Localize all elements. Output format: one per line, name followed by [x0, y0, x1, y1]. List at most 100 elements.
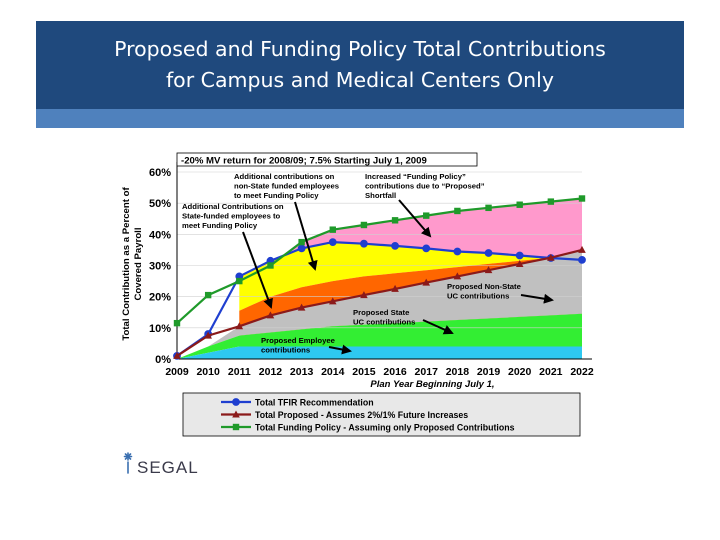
x-tick-label: 2022 — [570, 366, 594, 378]
proposed-point — [297, 303, 306, 311]
x-tick-label: 2020 — [508, 366, 532, 378]
additional-nonstate-area — [239, 242, 583, 311]
x-tick-label: 2017 — [415, 366, 439, 378]
tfir-point — [328, 238, 337, 247]
x-tick-label: 2021 — [539, 366, 563, 378]
chart-title-box — [176, 152, 478, 167]
tfir-point — [578, 255, 586, 264]
funding-policy-point — [298, 238, 305, 246]
legend-label-proposed: Total Proposed - Assumes 2%/1% Future In… — [255, 410, 468, 420]
annotation-arrow — [398, 199, 432, 238]
y-tick-label: 60% — [149, 167, 171, 179]
legend-marker-tfir — [232, 398, 240, 406]
x-tick-label: 2012 — [259, 366, 283, 378]
legend-marker-proposed — [232, 410, 240, 418]
x-tick-label: 2014 — [321, 366, 345, 378]
proposed-point — [173, 351, 181, 359]
x-tick-label: 2018 — [446, 366, 470, 378]
funding-policy-point — [173, 319, 181, 327]
annotation-text: State-funded employees to — [182, 212, 281, 221]
x-tick-label: 2016 — [383, 366, 407, 378]
y-tick-label: 40% — [149, 229, 171, 241]
legend-label-funding-policy: Total Funding Policy - Assuming only Pro… — [255, 423, 515, 433]
annotation-arrow — [328, 344, 352, 355]
y-tick-label: 10% — [149, 323, 171, 335]
slide-title: Proposed and Funding Policy Total Contri… — [36, 34, 684, 96]
funding-policy-point — [329, 226, 336, 233]
header-accent-stripe — [36, 109, 684, 128]
segal-logo-icon — [123, 452, 133, 474]
annotation-text: Proposed Non-State — [447, 282, 522, 291]
tfir-point — [422, 244, 431, 253]
proposed-point — [578, 245, 586, 253]
y-tick-label: 20% — [149, 292, 171, 304]
chart-gridlines — [176, 162, 592, 360]
tfir-point — [297, 244, 306, 253]
funding-policy-point — [360, 221, 368, 229]
slide-title-line-1: Proposed and Funding Policy Total Contri… — [114, 37, 606, 61]
annotation-text: non-State funded employees — [234, 182, 339, 191]
tfir-point — [515, 251, 524, 260]
proposed-point — [235, 322, 244, 330]
proposed-point — [484, 266, 493, 274]
proposed-point — [328, 297, 337, 305]
y-tick-label: 30% — [149, 261, 171, 273]
proposed-point — [266, 311, 275, 319]
proposed-point — [453, 272, 462, 280]
annotation-arrow — [294, 201, 318, 271]
annotation-text: Increased “Funding Policy” — [365, 172, 466, 181]
funding-policy-point — [578, 195, 586, 202]
proposed-point — [360, 291, 368, 299]
x-axis-label: Plan Year Beginning July 1, — [370, 379, 494, 390]
proposed-point — [515, 259, 524, 267]
slide-title-line-2: for Campus and Medical Centers Only — [165, 68, 555, 92]
annotation-text: Additional contributions on — [234, 172, 335, 181]
tfir-point — [391, 241, 399, 250]
funding-policy-point — [267, 262, 274, 269]
annotation-arrow — [520, 293, 554, 304]
proposed-point — [391, 284, 399, 292]
state-contributions-area — [177, 313, 582, 359]
chart-text: -20% MV return for 2008/09; 7.5% Startin… — [121, 152, 594, 437]
series-lines — [173, 195, 586, 360]
x-tick-label: 2011 — [228, 366, 251, 378]
annotation-arrow — [242, 231, 273, 309]
y-axis-label-line-1: Total Contribution as a Percent of — [121, 187, 132, 341]
funding-policy-point — [236, 277, 243, 285]
funding-policy-point — [423, 212, 430, 219]
legend-label-tfir: Total TFIR Recommendation — [255, 398, 374, 408]
y-axis-label-line-2: Covered Payroll — [133, 227, 144, 300]
funding-policy-point — [485, 204, 492, 212]
annotation-text: meet Funding Policy — [182, 221, 258, 230]
tfir-point — [453, 247, 462, 256]
stacked-areas — [177, 198, 583, 359]
chart-title: -20% MV return for 2008/09; 7.5% Startin… — [181, 156, 427, 167]
y-tick-label: 50% — [149, 198, 171, 210]
annotation-arrow — [422, 319, 454, 335]
legend-marker-funding-policy — [232, 423, 240, 431]
annotation-text: Additional Contributions on — [182, 202, 284, 211]
x-tick-label: 2015 — [352, 366, 376, 378]
annotation-text: contributions due to “Proposed” — [365, 182, 485, 191]
funding-policy-point — [454, 207, 461, 215]
tfir-point — [484, 249, 493, 257]
annotation-text: UC contributions — [447, 292, 509, 301]
funding-policy-point — [547, 198, 555, 205]
proposed-point — [547, 253, 555, 261]
x-tick-label: 2019 — [477, 366, 501, 378]
annotation-text: contributions — [261, 346, 310, 355]
x-tick-label: 2010 — [196, 366, 220, 378]
annotation-text: Proposed Employee — [261, 336, 336, 345]
annotation-text: Proposed State — [353, 308, 410, 317]
annotation-text: UC contributions — [353, 318, 415, 327]
funding-policy-series-line — [176, 197, 583, 325]
employee-contributions-area — [177, 346, 582, 359]
slide-header — [36, 21, 684, 109]
tfir-series-line — [176, 240, 583, 357]
funding-policy-point — [204, 291, 212, 299]
shortfall-area — [239, 198, 583, 282]
annotation-text: Shortfall — [365, 191, 396, 200]
tfir-point — [360, 239, 368, 248]
nonstate-contributions-area — [177, 249, 582, 359]
segal-logo-text: SEGAL — [137, 458, 199, 477]
